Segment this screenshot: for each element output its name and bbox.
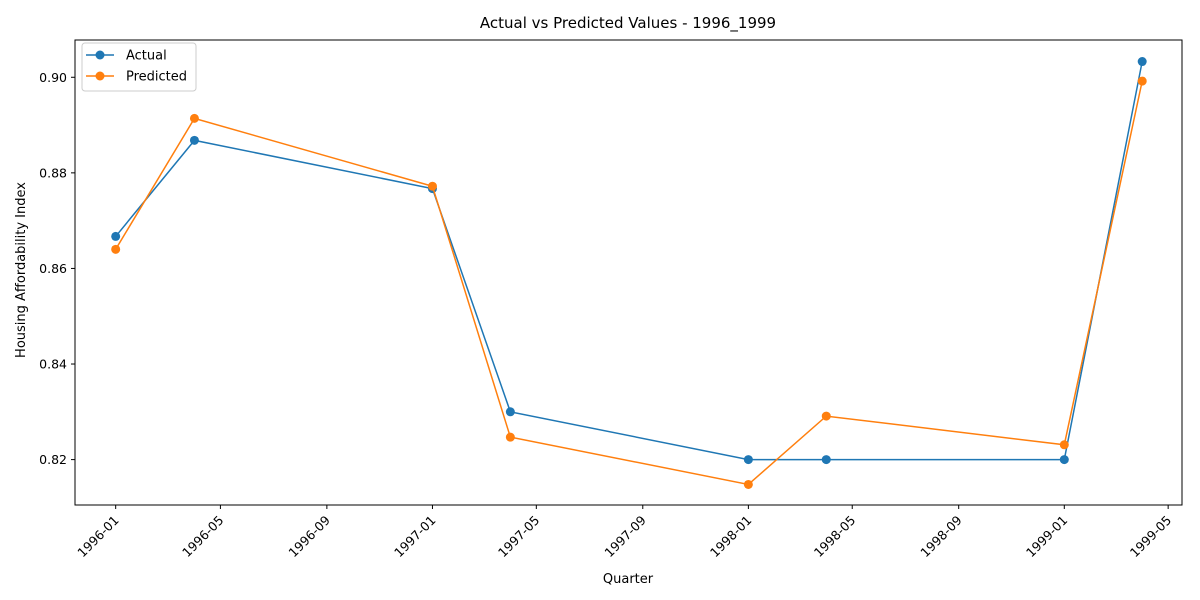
y-tick-label: 0.82	[39, 452, 67, 467]
data-point-actual	[505, 407, 515, 417]
x-axis-label: Quarter	[603, 572, 654, 587]
data-point-predicted	[1137, 76, 1147, 86]
data-point-predicted	[189, 113, 199, 123]
y-tick-label: 0.86	[39, 261, 67, 276]
data-point-predicted	[505, 432, 515, 442]
legend-label-predicted: Predicted	[126, 70, 187, 85]
series-line-actual	[115, 61, 1143, 461]
data-point-predicted	[111, 244, 121, 254]
data-point-actual	[189, 135, 199, 145]
axes-frame	[74, 39, 1183, 506]
legend-marker-predicted	[95, 71, 105, 81]
data-point-actual	[111, 231, 121, 241]
y-tick-label: 0.84	[39, 357, 67, 372]
legend-marker-actual	[95, 50, 105, 60]
data-point-actual	[1137, 57, 1147, 67]
data-point-predicted	[1059, 440, 1069, 450]
y-tick-label: 0.88	[39, 165, 67, 180]
y-tick-label: 0.90	[39, 70, 67, 85]
data-point-predicted	[427, 181, 437, 191]
data-point-actual	[821, 455, 831, 465]
series-line-predicted	[115, 80, 1143, 486]
data-point-actual	[1059, 455, 1069, 465]
legend-label-actual: Actual	[126, 49, 167, 64]
data-point-actual	[743, 455, 753, 465]
chart-title: Actual vs Predicted Values - 1996_1999	[480, 14, 776, 33]
y-axis-label: Housing Affordability Index	[14, 182, 29, 358]
legend: Actual Predicted	[81, 42, 197, 92]
data-point-predicted	[743, 479, 753, 489]
data-point-predicted	[821, 411, 831, 421]
